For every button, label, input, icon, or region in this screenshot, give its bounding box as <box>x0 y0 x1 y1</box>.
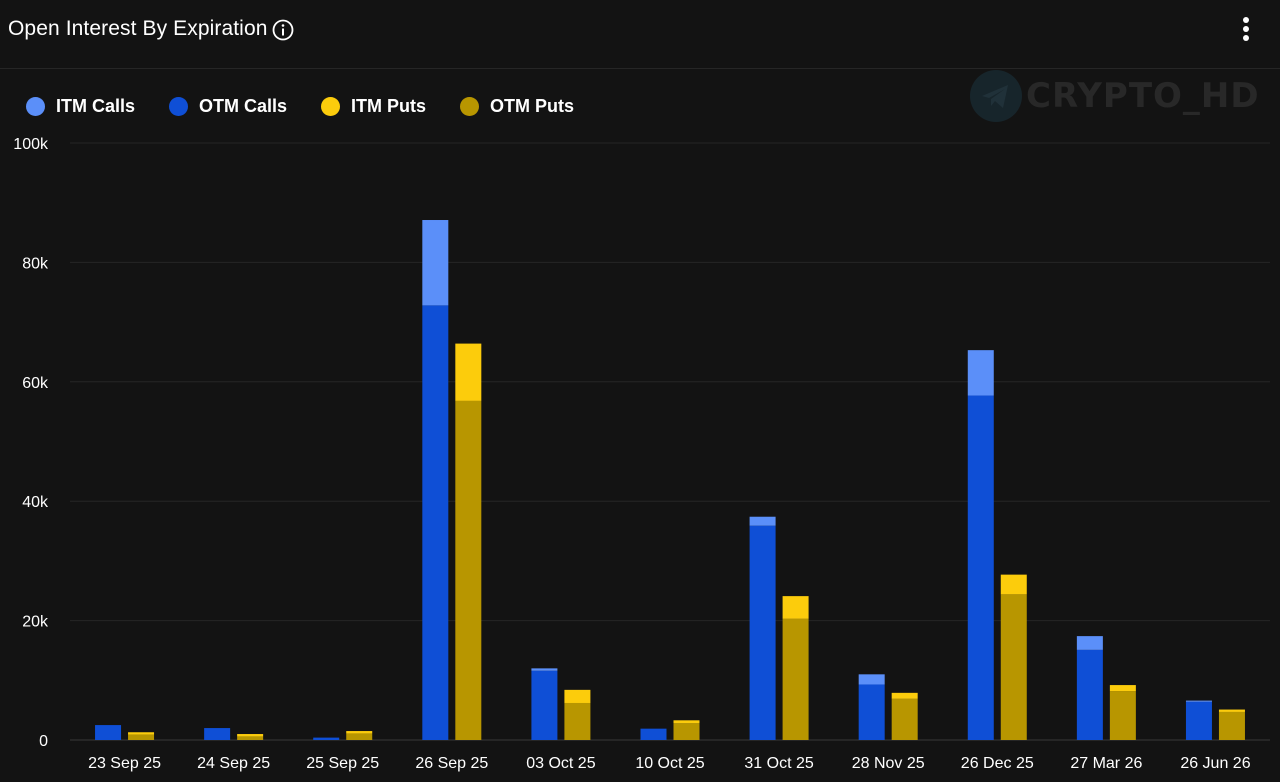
bar-itm-puts[interactable] <box>673 720 700 724</box>
chart-header: Open Interest By Expiration <box>0 0 1280 69</box>
bar-otm-calls[interactable] <box>1076 649 1103 740</box>
bar-otm-calls[interactable] <box>204 728 231 740</box>
bar-otm-calls[interactable] <box>749 525 776 740</box>
legend-dot-itm-calls <box>26 96 45 116</box>
bar-otm-puts[interactable] <box>782 618 809 740</box>
bar-itm-puts[interactable] <box>1109 685 1136 692</box>
y-tick-label: 20k <box>22 614 49 631</box>
x-tick-label: 25 Sep 25 <box>306 755 379 772</box>
x-tick-label: 26 Dec 25 <box>961 755 1034 772</box>
legend-label: ITM Calls <box>56 95 136 116</box>
bar-otm-puts[interactable] <box>1109 691 1136 740</box>
info-icon[interactable] <box>272 19 294 41</box>
chart-legend: ITM Calls OTM Calls ITM Puts OTM Puts <box>26 93 608 119</box>
bar-otm-puts[interactable] <box>455 400 482 740</box>
x-tick-label: 26 Jun 26 <box>1180 755 1250 772</box>
bar-itm-calls[interactable] <box>858 674 885 685</box>
legend-dot-otm-puts <box>460 96 480 116</box>
y-tick-label: 60k <box>22 375 49 392</box>
bar-otm-calls[interactable] <box>422 305 449 740</box>
legend-dot-otm-calls <box>169 96 189 116</box>
bar-otm-puts[interactable] <box>237 736 264 740</box>
bar-otm-puts[interactable] <box>891 698 918 740</box>
bar-otm-calls[interactable] <box>531 670 558 740</box>
bar-otm-calls[interactable] <box>967 395 994 740</box>
x-tick-label: 24 Sep 25 <box>197 755 270 772</box>
legend-item-otm-puts[interactable]: OTM Puts <box>460 96 574 117</box>
bar-itm-puts[interactable] <box>346 731 373 734</box>
bar-otm-calls[interactable] <box>95 725 122 740</box>
legend-label: OTM Calls <box>199 95 288 116</box>
bar-itm-puts[interactable] <box>1000 574 1027 595</box>
bar-otm-calls[interactable] <box>313 737 340 740</box>
bar-otm-calls[interactable] <box>640 728 667 740</box>
bar-itm-puts[interactable] <box>237 734 264 737</box>
legend-item-otm-calls[interactable]: OTM Calls <box>169 96 287 117</box>
chart-title: Open Interest By Expiration <box>8 17 268 40</box>
bar-itm-calls[interactable] <box>531 668 558 671</box>
y-tick-label: 100k <box>13 136 49 153</box>
x-tick-label: 28 Nov 25 <box>852 755 925 772</box>
bar-otm-puts[interactable] <box>128 734 155 740</box>
x-tick-label: 03 Oct 25 <box>526 755 595 772</box>
legend-label: ITM Puts <box>351 95 427 116</box>
watermark-text: CRYPTO_HD <box>1026 76 1260 116</box>
y-tick-label: 40k <box>22 494 49 511</box>
bar-otm-calls[interactable] <box>858 684 885 740</box>
more-vertical-icon[interactable] <box>1234 15 1258 45</box>
bar-itm-puts[interactable] <box>891 692 918 699</box>
bar-otm-calls[interactable] <box>1185 701 1212 740</box>
bar-itm-puts[interactable] <box>455 343 482 401</box>
bar-itm-puts[interactable] <box>782 596 809 619</box>
bar-itm-puts[interactable] <box>128 732 155 735</box>
bar-otm-puts[interactable] <box>346 733 373 740</box>
bar-itm-calls[interactable] <box>422 220 449 306</box>
legend-label: OTM Puts <box>490 95 575 116</box>
x-tick-label: 26 Sep 25 <box>415 755 488 772</box>
bar-otm-puts[interactable] <box>1000 594 1027 740</box>
x-tick-label: 27 Mar 26 <box>1070 755 1142 772</box>
x-tick-label: 10 Oct 25 <box>635 755 704 772</box>
bar-itm-puts[interactable] <box>564 689 591 703</box>
bar-itm-calls[interactable] <box>1076 636 1103 650</box>
bar-otm-puts[interactable] <box>673 723 700 740</box>
legend-item-itm-calls[interactable]: ITM Calls <box>26 96 135 117</box>
bar-itm-calls[interactable] <box>1185 700 1212 702</box>
bar-itm-calls[interactable] <box>749 516 776 526</box>
x-tick-label: 23 Sep 25 <box>88 755 161 772</box>
telegram-icon <box>970 70 1022 122</box>
bar-otm-puts[interactable] <box>1218 711 1245 740</box>
x-tick-label: 31 Oct 25 <box>744 755 813 772</box>
bar-itm-puts[interactable] <box>1218 709 1245 712</box>
watermark: CRYPTO_HD <box>968 68 1260 124</box>
legend-item-itm-puts[interactable]: ITM Puts <box>321 96 426 117</box>
bar-itm-calls[interactable] <box>967 350 994 396</box>
y-tick-label: 0 <box>39 733 48 750</box>
legend-dot-itm-puts <box>321 96 341 116</box>
bar-otm-puts[interactable] <box>564 702 591 740</box>
y-tick-label: 80k <box>22 255 49 272</box>
